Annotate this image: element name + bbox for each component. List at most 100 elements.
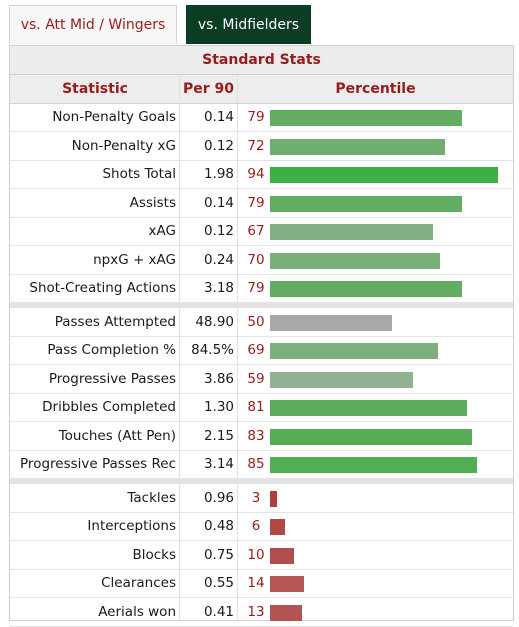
stat-name: Pass Completion % bbox=[47, 342, 176, 358]
stat-name: Blocks bbox=[132, 546, 176, 563]
header-statistic: Statistic bbox=[62, 81, 128, 97]
percentile-value: 10 bbox=[247, 546, 265, 563]
table-row: xAG 0.12 67 bbox=[10, 218, 513, 246]
percentile-bar bbox=[270, 519, 285, 535]
percentile-value: 81 bbox=[247, 399, 265, 415]
percentile-bar bbox=[270, 371, 413, 388]
percentile-bar bbox=[270, 490, 277, 507]
percentile-value: 59 bbox=[247, 370, 265, 387]
table-row: Pass Completion % 84.5% 69 bbox=[10, 337, 513, 365]
stat-name: Shot-Creating Actions bbox=[29, 280, 176, 296]
percentile-bar bbox=[270, 195, 462, 212]
per90-value: 48.90 bbox=[195, 313, 234, 330]
percentile-value: 83 bbox=[247, 427, 265, 444]
percentile-value: 94 bbox=[247, 166, 265, 182]
tab-midfielders[interactable]: vs. Midfielders bbox=[186, 5, 311, 44]
group-separator bbox=[10, 478, 513, 484]
percentile-bar bbox=[270, 428, 472, 445]
percentile-value: 3 bbox=[251, 489, 261, 506]
percentile-bar bbox=[270, 314, 392, 331]
stat-name: Progressive Passes bbox=[48, 370, 176, 387]
percentile-bar bbox=[270, 167, 498, 183]
stat-name: Aerials won bbox=[98, 603, 176, 620]
stat-name: Non-Penalty xG bbox=[71, 137, 176, 154]
percentile-bar bbox=[270, 343, 438, 359]
percentile-bar bbox=[270, 224, 433, 240]
percentile-bar bbox=[270, 604, 302, 621]
percentile-value: 67 bbox=[247, 223, 265, 239]
header-percentile: Percentile bbox=[335, 81, 416, 97]
per90-value: 0.12 bbox=[203, 137, 234, 154]
table-row: Interceptions 0.48 6 bbox=[10, 513, 513, 541]
stat-name: Non-Penalty Goals bbox=[52, 109, 176, 125]
stat-name: Clearances bbox=[101, 575, 176, 591]
per90-value: 84.5% bbox=[191, 342, 234, 358]
table-row: Touches (Att Pen) 2.15 83 bbox=[10, 423, 513, 451]
percentile-bar bbox=[270, 576, 304, 592]
stat-name: xAG bbox=[148, 223, 176, 239]
percentile-bar bbox=[270, 457, 477, 473]
stat-name: Passes Attempted bbox=[54, 313, 176, 330]
stat-name: Dribbles Completed bbox=[42, 399, 176, 415]
per90-value: 0.14 bbox=[203, 194, 234, 211]
percentile-bar bbox=[270, 138, 445, 155]
stat-name: Touches (Att Pen) bbox=[58, 427, 176, 444]
percentile-bar bbox=[270, 110, 462, 126]
table-row: Shots Total 1.98 94 bbox=[10, 161, 513, 189]
per90-value: 3.86 bbox=[203, 370, 234, 387]
stat-name: Assists bbox=[129, 194, 176, 211]
percentile-value: 85 bbox=[247, 456, 265, 472]
table-row: Aerials won 0.41 13 bbox=[10, 599, 513, 627]
table-header-row: Statistic Per 90 Percentile bbox=[10, 75, 513, 104]
percentile-value: 6 bbox=[251, 518, 261, 534]
per90-value: 3.14 bbox=[203, 456, 234, 472]
table-row: Progressive Passes 3.86 59 bbox=[10, 366, 513, 394]
percentile-bar bbox=[270, 252, 440, 269]
stat-name: Shots Total bbox=[102, 166, 176, 182]
percentile-value: 50 bbox=[247, 313, 265, 330]
per90-value: 0.24 bbox=[203, 251, 234, 268]
per90-value: 0.41 bbox=[203, 603, 234, 620]
table-row: Non-Penalty Goals 0.14 79 bbox=[10, 104, 513, 132]
per90-value: 0.12 bbox=[203, 223, 234, 239]
per90-value: 0.55 bbox=[203, 575, 234, 591]
table-row: Dribbles Completed 1.30 81 bbox=[10, 394, 513, 422]
percentile-value: 79 bbox=[247, 280, 265, 296]
table-row: Assists 0.14 79 bbox=[10, 190, 513, 218]
table-row: Tackles 0.96 3 bbox=[10, 485, 513, 513]
percentile-value: 13 bbox=[247, 603, 265, 620]
table-row: npxG + xAG 0.24 70 bbox=[10, 247, 513, 275]
header-per90: Per 90 bbox=[182, 81, 235, 97]
column-divider bbox=[237, 75, 238, 620]
column-divider bbox=[179, 75, 180, 620]
percentile-bar bbox=[270, 547, 294, 564]
table-row: Blocks 0.75 10 bbox=[10, 542, 513, 570]
percentile-bar bbox=[270, 281, 462, 297]
per90-value: 0.75 bbox=[203, 546, 234, 563]
group-separator bbox=[10, 302, 513, 308]
stat-name: npxG + xAG bbox=[93, 251, 176, 268]
tab-att-mid-wingers[interactable]: vs. Att Mid / Wingers bbox=[9, 5, 177, 44]
table-row: Passes Attempted 48.90 50 bbox=[10, 309, 513, 337]
per90-value: 1.98 bbox=[203, 166, 234, 182]
stat-name: Progressive Passes Rec bbox=[20, 456, 176, 472]
percentile-value: 14 bbox=[247, 575, 265, 591]
percentile-value: 69 bbox=[247, 342, 265, 358]
stat-name: Interceptions bbox=[87, 518, 176, 534]
standard-stats-table: Standard Stats Statistic Per 90 Percenti… bbox=[9, 45, 514, 627]
percentile-value: 72 bbox=[247, 137, 265, 154]
per90-value: 1.30 bbox=[203, 399, 234, 415]
percentile-value: 79 bbox=[247, 194, 265, 211]
per90-value: 0.48 bbox=[203, 518, 234, 534]
table-row: Shot-Creating Actions 3.18 79 bbox=[10, 275, 513, 303]
percentile-value: 70 bbox=[247, 251, 265, 268]
percentile-value: 79 bbox=[247, 109, 265, 125]
per90-value: 2.15 bbox=[203, 427, 234, 444]
table-row: Non-Penalty xG 0.12 72 bbox=[10, 133, 513, 161]
table-row: Progressive Passes Rec 3.14 85 bbox=[10, 451, 513, 479]
table-row: Clearances 0.55 14 bbox=[10, 570, 513, 598]
per90-value: 3.18 bbox=[203, 280, 234, 296]
stat-name: Tackles bbox=[127, 489, 176, 506]
percentile-bar bbox=[270, 400, 467, 416]
per90-value: 0.96 bbox=[203, 489, 234, 506]
